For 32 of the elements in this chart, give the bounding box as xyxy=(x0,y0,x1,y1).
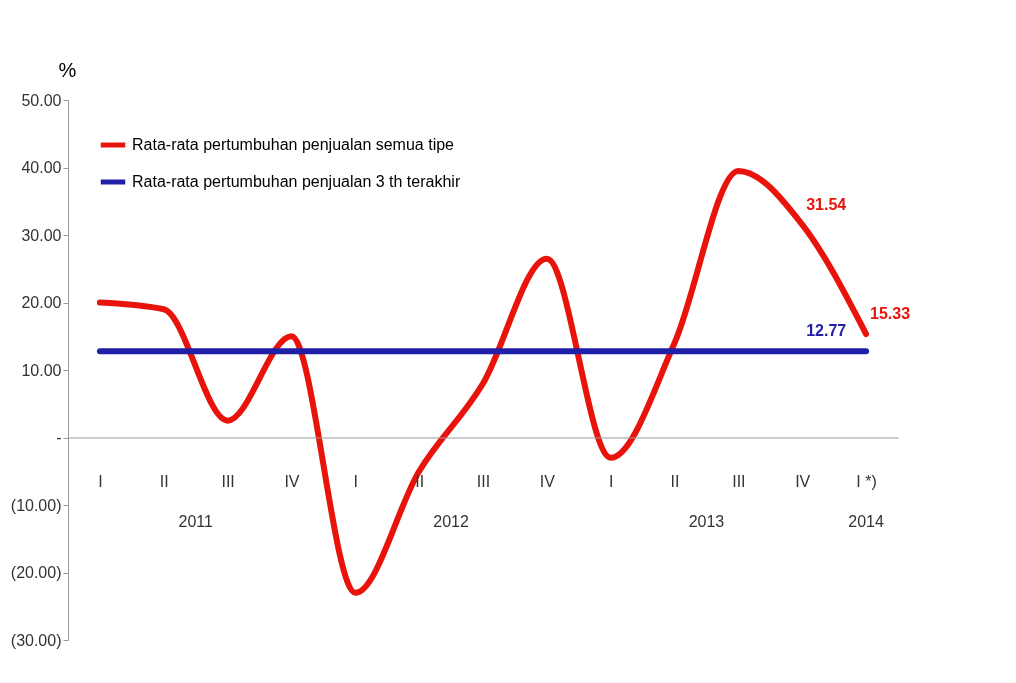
annotation: 2013 xyxy=(688,512,725,530)
x-tick-label: IV xyxy=(539,473,556,490)
annotation: 2014 xyxy=(848,512,884,530)
x-tick-label: III xyxy=(221,473,235,490)
data-label: 15.33 xyxy=(870,305,911,323)
y-tick-label: 20.00 xyxy=(21,294,62,311)
x-tick-label: III xyxy=(732,473,746,490)
x-tick-label: IV xyxy=(284,473,300,490)
y-tick-label: 50.00 xyxy=(21,91,62,109)
y-tick-label: (10.00) xyxy=(10,496,62,514)
data-label: 12.77 xyxy=(806,322,847,340)
x-tick-label: I xyxy=(608,473,614,490)
y-tick-label: - xyxy=(56,429,62,446)
x-tick-label: II xyxy=(670,473,680,490)
x-tick-label: I *) xyxy=(856,473,877,490)
y-tick-label: 40.00 xyxy=(21,159,62,176)
y-axis-title: % xyxy=(58,58,77,81)
x-tick-label: II xyxy=(415,473,425,490)
x-tick-label: III xyxy=(476,473,491,490)
y-tick-label: 30.00 xyxy=(21,226,62,244)
y-tick-label: 10.00 xyxy=(21,361,62,379)
legend-label: Rata-rata pertumbuhan penjualan semua tipe xyxy=(132,136,455,153)
x-tick-label: II xyxy=(159,473,169,490)
y-tick-label: (30.00) xyxy=(10,631,62,649)
x-tick-label: I xyxy=(98,473,103,490)
x-tick-label: I xyxy=(353,473,359,490)
data-label: 31.54 xyxy=(806,195,847,213)
y-tick-label: (20.00) xyxy=(10,564,62,581)
annotation: 2011 xyxy=(178,512,213,530)
annotation: 2012 xyxy=(433,512,469,530)
x-tick-label: IV xyxy=(795,473,811,490)
legend-label: Rata-rata pertumbuhan penjualan 3 th terakhir xyxy=(132,173,461,190)
